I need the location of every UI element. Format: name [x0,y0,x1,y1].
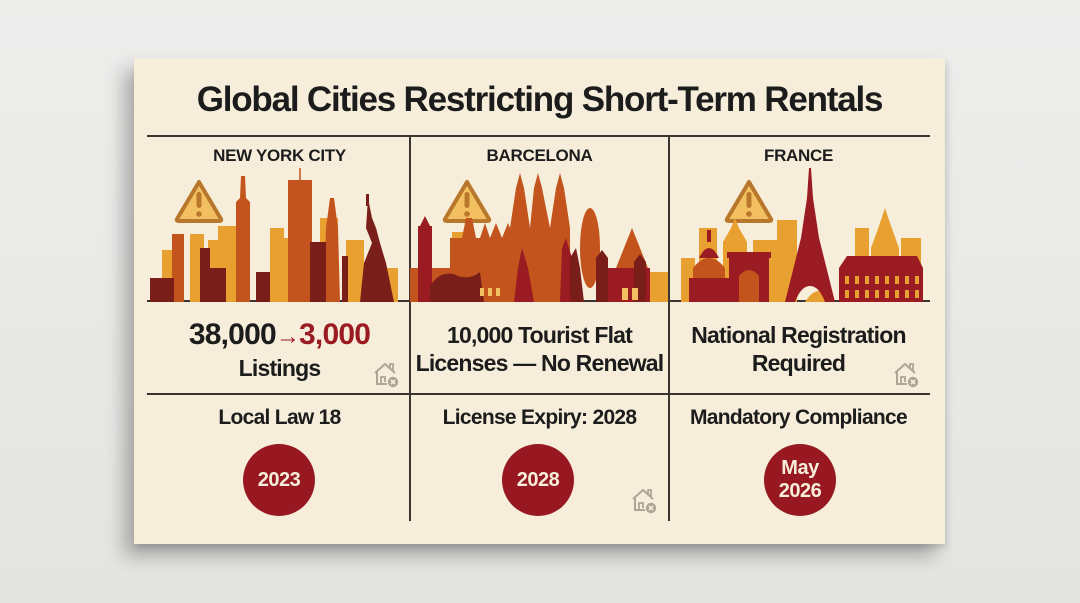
paris-skyline [681,168,923,302]
house-x-icon [892,360,920,388]
stat-from: 38,000 [188,318,277,351]
column-france: FRANCE [669,58,928,544]
column-divider-2 [668,136,670,521]
badge-year: 2026 [778,480,822,502]
year-badge: May 2026 [764,444,836,516]
city-name: NEW YORK CITY [213,146,346,165]
column-new-york: NEW YORK CITY [150,58,409,544]
law-label: Mandatory Compliance [689,406,908,429]
infographic-card: Global Cities Restricting Short-Term Ren… [134,58,945,544]
stat-block: National Registration Required [669,321,928,377]
stat-line-1: 10,000 Tourist Flat [446,322,633,348]
badge-month: May [781,457,819,479]
city-name: BARCELONA [486,146,593,165]
house-x-icon [630,486,658,514]
city-name: FRANCE [763,146,834,165]
stat-to: 3,000 [299,318,371,351]
year-badge: 2023 [243,444,315,516]
column-barcelona: BARCELONA [410,58,669,544]
stat-line-1: National Registration [691,322,906,348]
stat-divider [147,393,930,395]
page-title: Global Cities Restricting Short-Term Ren… [196,80,884,119]
title-divider [147,135,930,137]
stat-line-2: Required [751,350,846,376]
arrow-icon: → [275,323,300,350]
year-badge: 2028 [502,444,574,516]
stat-line-2: Licenses — No Renewal [415,350,665,376]
law-label: License Expiry: 2028 [442,406,637,429]
house-x-icon [372,360,400,388]
stat-block: 38,000→3,000 Listings [150,318,409,382]
new-york-skyline [150,168,398,302]
law-label: Local Law 18 [218,406,341,429]
column-divider-1 [409,136,411,521]
stat-unit: Listings [238,355,322,381]
stat-block: 10,000 Tourist Flat Licenses — No Renewa… [410,321,669,377]
barcelona-skyline [410,173,668,302]
